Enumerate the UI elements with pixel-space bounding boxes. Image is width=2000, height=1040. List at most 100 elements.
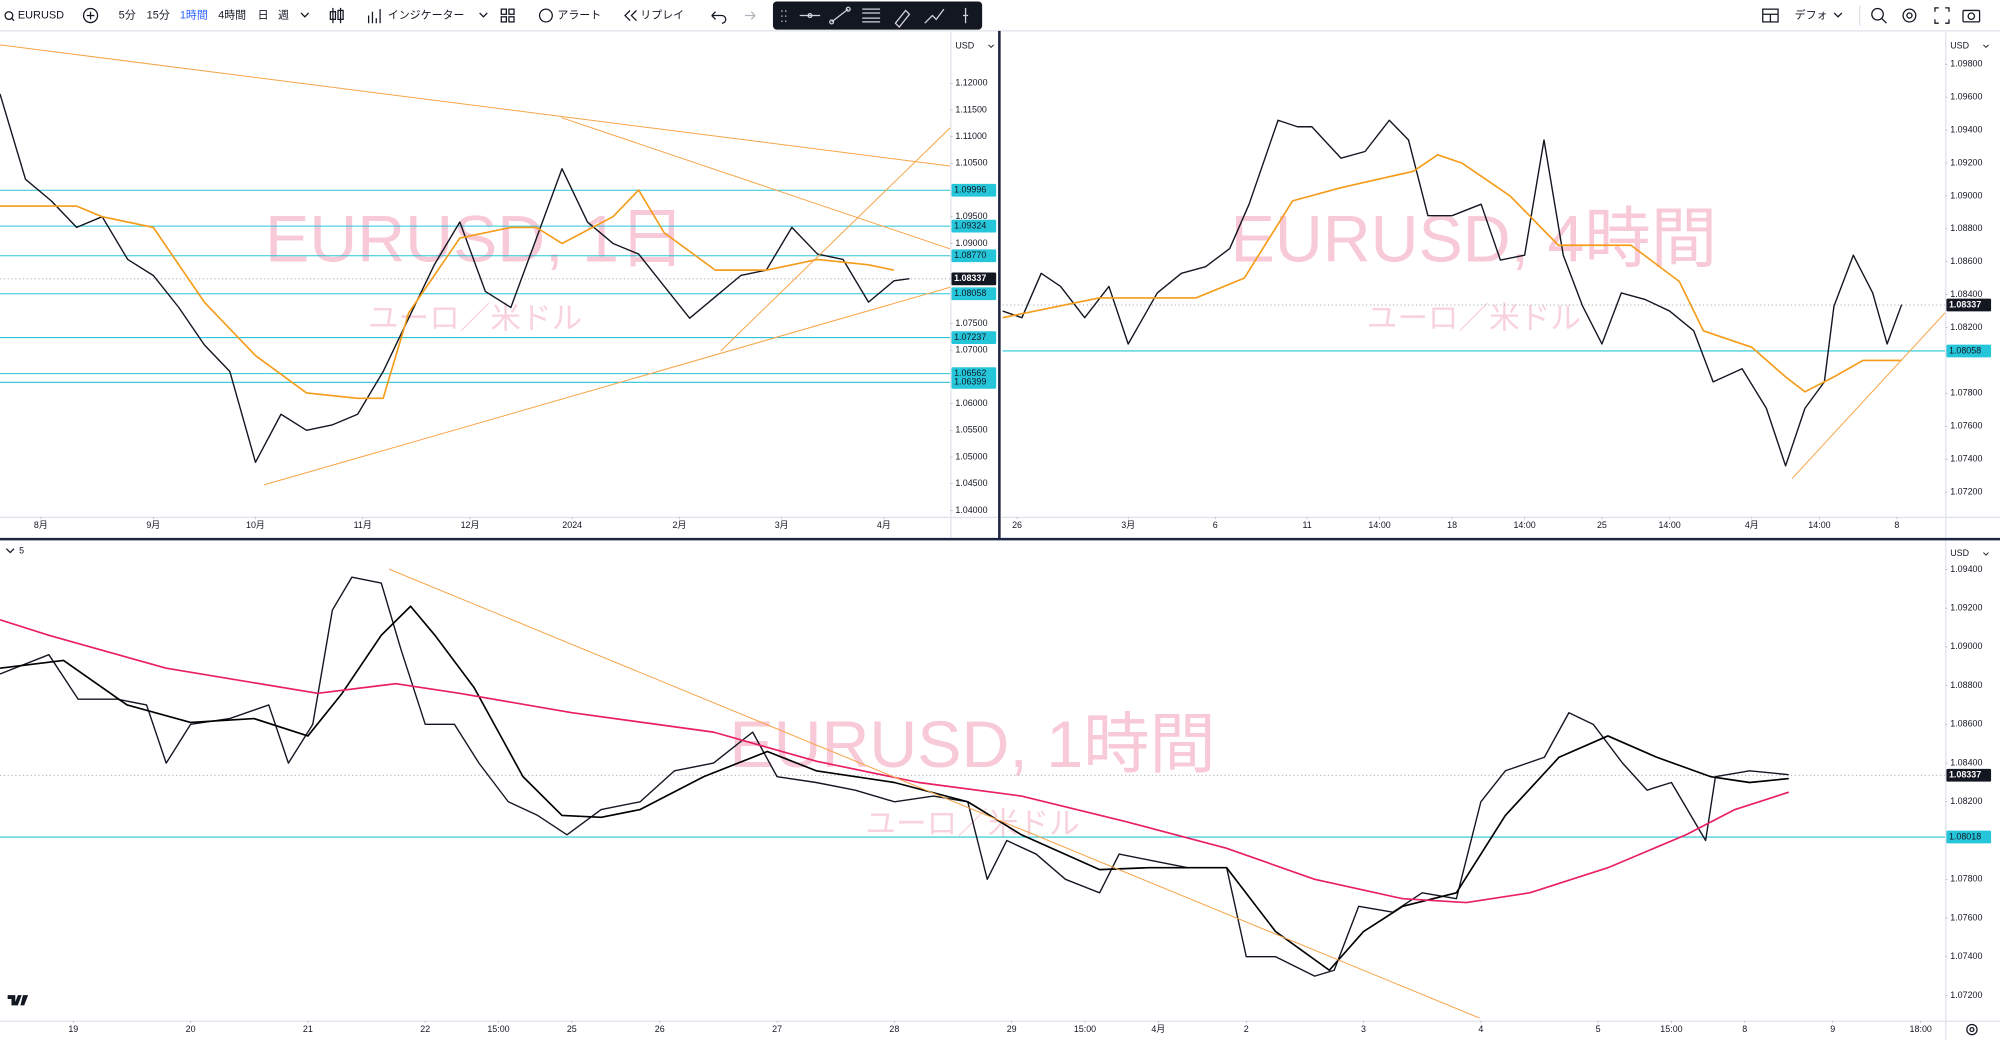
undo[interactable] [711, 11, 727, 24]
y-tick-label: 1.07500 [955, 318, 987, 328]
y-tick-label: 1.08600 [1950, 719, 1982, 729]
replay[interactable]: リプレイ [640, 8, 684, 21]
drawing-toolbar [772, 1, 983, 30]
y-tick-label: 1.09200 [1950, 603, 1982, 613]
y-tick-label: 1.09000 [1950, 190, 1982, 200]
y-tick-label: 1.11000 [955, 131, 987, 141]
y-tick-label: 1.10500 [955, 158, 987, 168]
x-tick-label: 12月 [461, 520, 480, 530]
y-tick-label: 1.08400 [1950, 289, 1982, 299]
chart-pane: EURUSD, 1日ユーロ／米ドルUSD1.120001.115001.1100… [0, 41, 997, 530]
search-icon[interactable] [4, 11, 14, 21]
x-tick-label: 22 [420, 1024, 430, 1034]
price-badge [951, 183, 997, 197]
price-badge [1946, 298, 1992, 312]
replay-icon[interactable] [624, 9, 637, 22]
price-line [0, 576, 1789, 977]
x-tick-label: 4 [1478, 1024, 1483, 1034]
y-tick-label: 1.07400 [1950, 454, 1982, 464]
toolbar: EURUSD 5分 15分 1時間 4時間日週 インジケーター アラート リプレイ デ… [0, 0, 2000, 32]
x-tick-label: 20 [186, 1024, 196, 1034]
y-tick-label: 1.09500 [955, 211, 987, 221]
y-tick-label: 1.08800 [1950, 680, 1982, 690]
x-tick-label: 4月 [1151, 1024, 1165, 1034]
y-tick-label: 1.05000 [955, 451, 987, 461]
price-badge [951, 219, 997, 233]
indicator-icon[interactable] [367, 9, 381, 24]
drawing-tools[interactable] [781, 6, 969, 28]
quick-search[interactable] [1871, 7, 1884, 21]
alert-icon[interactable] [538, 8, 553, 23]
y-tick-label: 1.08200 [1950, 322, 1982, 332]
currency: USD [1950, 548, 1969, 558]
x-tick-label: 9 [1830, 1024, 1835, 1034]
pane-collapse[interactable] [5, 548, 15, 554]
indicators[interactable]: インジケーター [388, 8, 465, 21]
symbol[interactable]: EURUSD [18, 9, 64, 21]
alert[interactable]: アラート [557, 9, 601, 21]
layout[interactable]: デフォ [1795, 7, 1828, 21]
pane-frames [0, 32, 2000, 1040]
y-tick-label: 1.07000 [955, 345, 987, 355]
x-tick-label: 18 [1447, 520, 1457, 530]
price-line [0, 189, 895, 400]
interval-menu[interactable] [300, 12, 310, 18]
screenshot[interactable] [1962, 9, 1981, 23]
price-line [1002, 119, 1903, 467]
y-tick-label: 1.07400 [1950, 951, 1982, 961]
x-tick-label: 3月 [1121, 520, 1135, 530]
axis-settings[interactable] [1966, 1023, 1978, 1036]
price-badge [1946, 768, 1992, 782]
x-tick-label: 25 [1597, 520, 1607, 530]
fullscreen[interactable] [1934, 7, 1950, 24]
y-tick-label: 1.04500 [955, 478, 987, 488]
interval[interactable]: 4時間 [218, 8, 246, 21]
x-tick-label: 5 [1596, 1024, 1601, 1034]
add-symbol[interactable] [82, 7, 99, 24]
currency-menu[interactable] [1983, 552, 1989, 556]
y-tick-label: 1.09400 [1950, 564, 1982, 574]
watermark-subtitle: ユーロ／米ドル [368, 301, 582, 335]
chart-type[interactable] [329, 7, 344, 24]
x-tick-label: 18:00 [1910, 1024, 1932, 1034]
y-tick-label: 1.09400 [1950, 124, 1982, 134]
y-tick-label: 1.07200 [1950, 486, 1982, 496]
x-tick-label: 8 [1742, 1024, 1747, 1034]
x-tick-label: 3月 [775, 520, 789, 530]
price-badge [1946, 344, 1992, 358]
plot [1002, 119, 1946, 467]
panes: EURUSD, 1日ユーロ／米ドルUSD1.120001.115001.1100… [0, 41, 1992, 1034]
price-badge-label: 1.09996 [954, 185, 986, 195]
y-tick-label: 1.04000 [955, 505, 987, 515]
price-badge [951, 272, 997, 286]
interval[interactable]: 1時間 [180, 8, 208, 21]
y-tick-label: 1.08600 [1950, 256, 1982, 266]
templates[interactable] [500, 8, 515, 23]
settings[interactable] [1902, 8, 1917, 23]
x-tick-label: 26 [1012, 520, 1022, 530]
y-tick-label: 1.12000 [955, 78, 987, 88]
x-tick-label: 21 [303, 1024, 313, 1034]
price-badge [951, 287, 997, 301]
interval-group: 5分 15分 1時間 4時間日週 [119, 8, 289, 21]
interval[interactable]: 5分 [119, 8, 136, 21]
interval[interactable]: 週 [278, 8, 289, 21]
interval[interactable]: 日 [258, 9, 269, 21]
currency: USD [955, 41, 974, 51]
x-tick-label: 29 [1007, 1024, 1017, 1034]
redo[interactable] [744, 11, 756, 20]
y-tick-label: 1.07600 [1950, 912, 1982, 922]
x-tick-label: 9月 [146, 520, 160, 530]
price-badge-label: 1.07237 [954, 332, 986, 342]
price-line [0, 618, 1790, 904]
y-tick-label: 1.11500 [955, 104, 987, 114]
logo[interactable] [7, 995, 29, 1006]
x-tick-label: 3 [1361, 1024, 1366, 1034]
interval[interactable]: 15分 [147, 8, 170, 21]
y-tick-label: 1.07800 [1950, 874, 1982, 884]
watermark-subtitle: ユーロ／米ドル [865, 807, 1079, 841]
currency-menu[interactable] [988, 44, 994, 49]
currency-menu[interactable] [1983, 44, 1989, 49]
x-tick-label: 4月 [877, 520, 891, 530]
